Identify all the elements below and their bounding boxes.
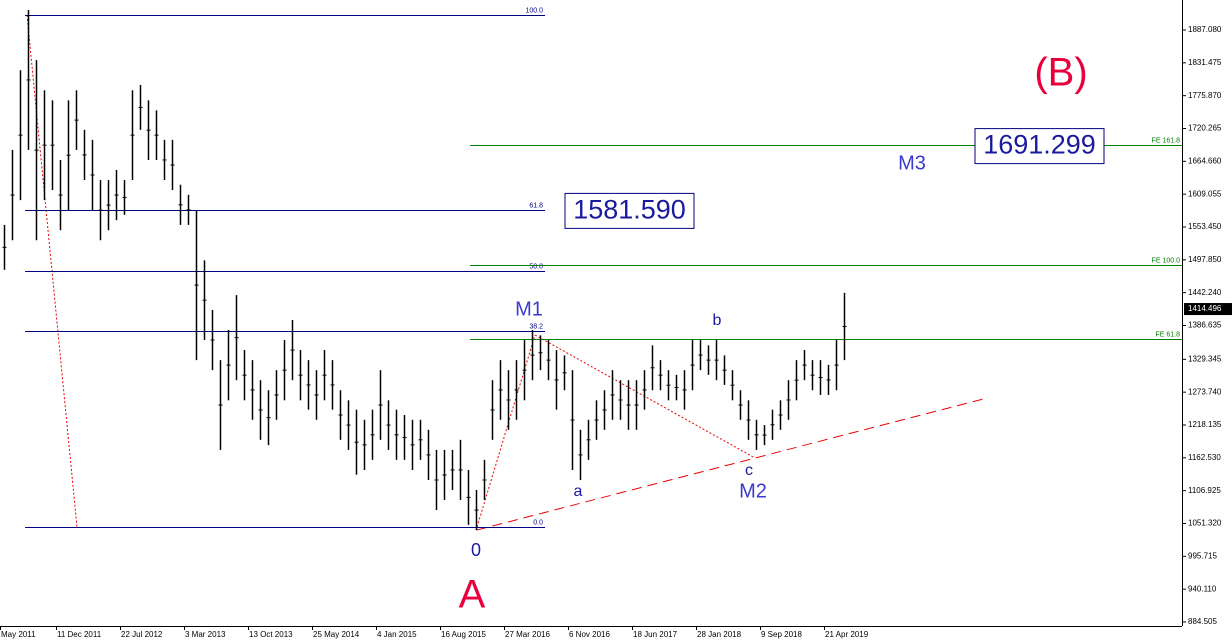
price-box-label: 1581.590 (573, 195, 686, 225)
wave-label: a (574, 483, 583, 500)
x-tick-label: 27 Mar 2016 (505, 630, 550, 639)
y-tick-label: 1775.870 (1188, 91, 1222, 100)
price-box (564, 192, 695, 229)
wave-label: 0 (471, 540, 481, 560)
fe-level-label: FE 161.8 (1152, 137, 1181, 144)
x-tick-label: 25 May 2014 (313, 630, 360, 639)
y-tick-label: 1273.740 (1188, 387, 1222, 396)
fib-level-label: 0.0 (533, 519, 543, 526)
y-tick-label: 1442.240 (1188, 288, 1222, 297)
fib-level-label: 61.8 (529, 202, 543, 209)
y-tick-label: 1887.080 (1188, 25, 1222, 34)
wave-line (476, 334, 536, 528)
price-box-label: 1691.299 (983, 130, 1096, 160)
x-tick-label: 18 Jun 2017 (633, 630, 678, 639)
price-box (974, 128, 1105, 165)
fib-level-label: 50.0 (529, 263, 543, 270)
trend-line (476, 397, 988, 531)
fib-level-label: 38.2 (529, 323, 543, 330)
x-tick-label: 11 Dec 2011 (57, 630, 102, 639)
y-tick-label: 1831.475 (1188, 58, 1222, 67)
y-tick-label: 1553.450 (1188, 222, 1222, 231)
x-tick-label: 3 Mar 2013 (185, 630, 226, 639)
wave-label: c (745, 462, 753, 479)
y-tick-label: 1497.850 (1188, 255, 1222, 264)
y-tick-label: 1162.530 (1188, 453, 1221, 462)
y-tick-label: 1218.135 (1188, 420, 1222, 429)
x-tick-label: 13 Oct 2013 (249, 630, 293, 639)
y-tick-label: 940.110 (1188, 584, 1217, 593)
y-tick-label: 1664.660 (1188, 156, 1222, 165)
wave-label: (B) (1034, 51, 1087, 95)
current-price-label: 1414.496 (1188, 304, 1222, 313)
wave-label: M2 (739, 480, 767, 502)
x-tick-label: 16 Aug 2015 (441, 630, 486, 639)
current-price-box (1184, 303, 1232, 316)
x-tick-label: 28 Jan 2018 (697, 630, 742, 639)
y-tick-label: 1609.055 (1188, 189, 1222, 198)
fe-level-label: FE 61.8 (1155, 331, 1180, 338)
y-tick-label: 1386.635 (1188, 321, 1222, 330)
y-tick-label: 995.715 (1188, 551, 1217, 560)
y-tick-label: 1051.320 (1188, 519, 1222, 528)
y-tick-label: 884.505 (1188, 617, 1217, 626)
x-tick-label: May 2011 (1, 630, 36, 639)
wave-label: M1 (515, 298, 543, 320)
x-tick-label: 21 Apr 2019 (825, 630, 869, 639)
wave-label: M3 (898, 152, 926, 174)
wave-label: A (459, 573, 486, 617)
y-tick-label: 1329.345 (1188, 354, 1222, 363)
fe-level-label: FE 100.0 (1152, 257, 1181, 264)
x-tick-label: 9 Sep 2018 (761, 630, 802, 639)
y-tick-label: 1106.925 (1188, 486, 1221, 495)
wave-label: b (713, 312, 722, 329)
x-tick-label: 22 Jul 2012 (121, 630, 163, 639)
y-tick-label: 1720.265 (1188, 124, 1222, 133)
fib-level-label: 100.0 (525, 7, 543, 14)
x-tick-label: 6 Nov 2016 (569, 630, 610, 639)
x-tick-label: 4 Jan 2015 (377, 630, 417, 639)
